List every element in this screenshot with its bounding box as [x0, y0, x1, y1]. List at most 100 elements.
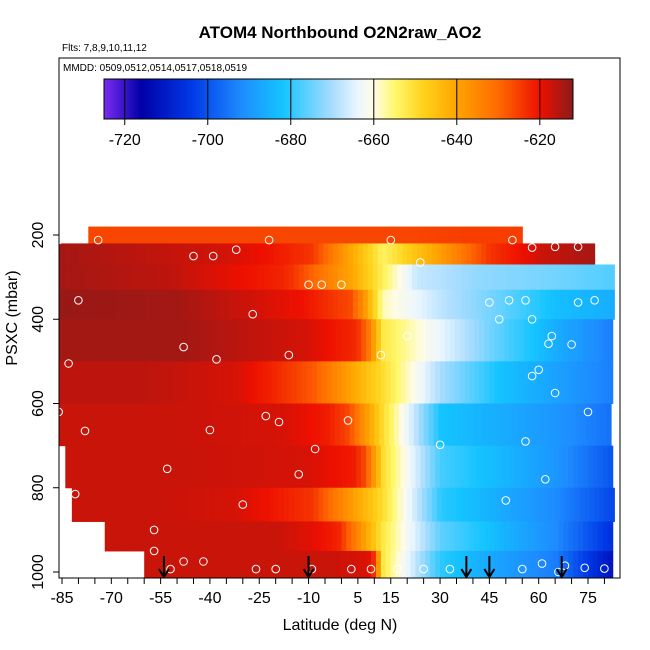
sample-point	[393, 564, 402, 574]
heat-cell	[293, 264, 300, 291]
heat-cell	[489, 361, 495, 405]
heat-cell	[254, 243, 260, 265]
heat-cell	[361, 550, 367, 578]
heat-cell	[144, 521, 150, 552]
sample-points	[59, 235, 609, 577]
heat-cell	[154, 319, 160, 362]
heat-cell	[311, 319, 318, 362]
heat-cell	[154, 550, 160, 578]
heat-cell	[372, 264, 379, 291]
heat-cell	[426, 289, 433, 320]
heat-cell	[339, 403, 346, 447]
heat-cell	[318, 487, 324, 522]
heat-cell	[548, 550, 555, 578]
heat-cell	[430, 319, 436, 362]
heat-cell	[453, 403, 459, 447]
heat-cell	[535, 289, 541, 320]
heat-cell	[325, 226, 331, 244]
heat-cell	[216, 403, 223, 447]
heat-cell	[247, 521, 254, 552]
heat-cell	[509, 361, 515, 405]
heat-cell	[323, 243, 329, 265]
heat-cell	[492, 226, 499, 244]
heat-cell	[412, 487, 418, 522]
heat-cell	[231, 226, 237, 244]
heat-cell	[278, 289, 285, 320]
heat-cell	[106, 487, 112, 522]
heat-cell	[607, 550, 614, 578]
heat-cell	[481, 487, 487, 522]
heat-cell	[543, 445, 550, 489]
heat-cell	[306, 361, 313, 405]
heat-cell	[474, 319, 481, 362]
heat-cell	[321, 445, 328, 489]
heat-cell	[303, 243, 310, 265]
heat-cell	[292, 550, 298, 578]
sample-point	[199, 557, 208, 566]
heat-cell	[366, 445, 372, 489]
heat-cell	[341, 521, 347, 552]
heat-cell	[435, 361, 441, 405]
heat-cell	[586, 403, 592, 447]
heat-cell	[474, 361, 481, 405]
heat-cell	[80, 445, 86, 489]
heat-cell	[564, 289, 571, 320]
heat-cell	[158, 319, 165, 362]
heat-cell	[104, 361, 111, 405]
heat-cell	[70, 361, 76, 405]
heat-cell	[569, 264, 576, 291]
heat-cell	[394, 226, 400, 244]
heat-cell	[525, 243, 532, 265]
heat-cell	[540, 243, 546, 265]
heat-cell	[183, 445, 190, 489]
heat-cell	[484, 521, 490, 552]
heat-cell	[200, 289, 206, 320]
heat-cell	[318, 264, 324, 291]
heat-cell	[211, 226, 218, 244]
heat-cell	[320, 226, 326, 244]
heat-cell	[287, 550, 293, 578]
heat-cell	[571, 403, 578, 447]
x-tick-label: 60	[530, 590, 548, 607]
heat-cell	[417, 487, 423, 522]
heat-cell	[440, 445, 446, 489]
heat-cell	[430, 361, 436, 405]
heat-cell	[131, 264, 137, 291]
heat-cell	[137, 403, 144, 447]
heat-cell	[459, 445, 466, 489]
heat-cell	[495, 487, 502, 522]
heat-cell	[91, 487, 98, 522]
heat-cell	[60, 319, 66, 362]
heat-cell	[454, 361, 461, 405]
heat-cell	[367, 264, 374, 291]
heat-cell	[175, 487, 181, 522]
heat-cell	[380, 550, 387, 578]
heat-cell	[568, 521, 574, 552]
heat-cell	[241, 226, 247, 244]
heat-cell	[99, 361, 106, 405]
heat-cell	[131, 487, 137, 522]
heat-cell	[270, 403, 277, 447]
heat-cell	[351, 361, 357, 405]
heat-cell	[538, 445, 545, 489]
heat-cell	[466, 289, 472, 320]
heat-cell	[528, 445, 535, 489]
heat-cell	[180, 487, 186, 522]
heat-cell	[252, 550, 259, 578]
heat-cell	[203, 521, 209, 552]
heat-cell	[228, 445, 234, 489]
heat-cell	[208, 361, 214, 405]
heat-cell	[558, 361, 564, 405]
heat-cell	[93, 403, 99, 447]
heat-cell	[382, 264, 389, 291]
heat-cell	[371, 361, 377, 405]
x-tick-label: 45	[480, 590, 498, 607]
heat-cell	[272, 445, 278, 489]
heat-cell	[520, 243, 527, 265]
heat-cell	[81, 289, 88, 320]
heat-cell	[421, 487, 428, 522]
sample-point	[189, 251, 198, 261]
x-tick-label: 30	[431, 590, 449, 607]
heat-cell	[195, 289, 201, 320]
heat-cell	[323, 487, 329, 522]
